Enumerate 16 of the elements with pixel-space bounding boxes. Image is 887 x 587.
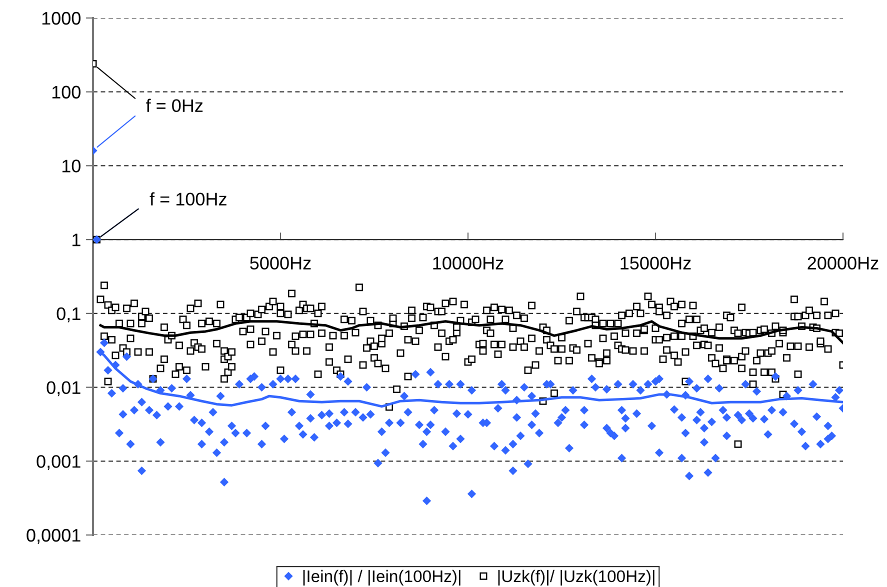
y-tick-label: 1000 bbox=[42, 12, 80, 25]
y-tick-label: 10 bbox=[62, 160, 80, 172]
y-tick-label: 100 bbox=[52, 86, 80, 99]
x-tick-label: 15000Hz bbox=[620, 256, 691, 270]
y-tick-label: 0,0001 bbox=[26, 528, 80, 544]
annotation: f = 100Hz bbox=[150, 192, 226, 206]
y-tick-label: 1 bbox=[72, 234, 80, 246]
annotation: f = 0Hz bbox=[146, 98, 203, 112]
y-tick-label: 0,001 bbox=[36, 455, 80, 470]
y-tick-label: 0,1 bbox=[56, 307, 80, 322]
x-tick-label: 20000Hz bbox=[808, 256, 878, 270]
x-tick-label: 10000Hz bbox=[433, 256, 504, 270]
x-tick-label: 5000Hz bbox=[250, 256, 311, 270]
y-tick-label: 0,01 bbox=[46, 381, 80, 396]
legend-label: |Iein(f)| / |Iein(100Hz)| bbox=[303, 570, 460, 586]
legend-label: |Uzk(f)|/ |Uzk(100Hz)| bbox=[498, 570, 654, 586]
